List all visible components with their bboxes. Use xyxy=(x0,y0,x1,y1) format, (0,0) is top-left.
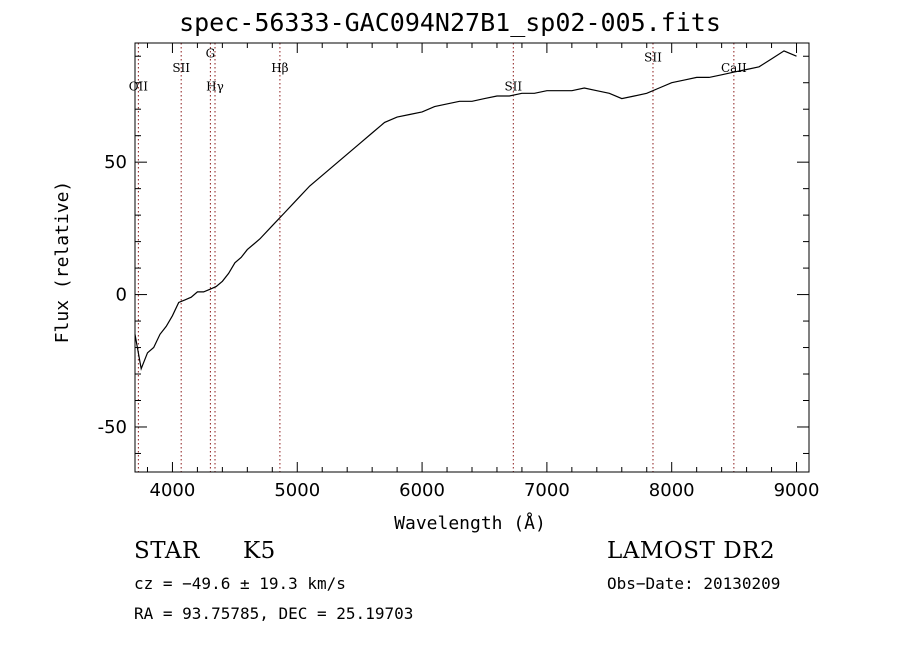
y-tick-label-1: 0 xyxy=(116,285,127,306)
x-tick-label-4: 8000 xyxy=(649,480,695,501)
x-tick-label-0: 4000 xyxy=(150,480,196,501)
feature-label-5: SII xyxy=(504,80,522,94)
plot-frame xyxy=(134,42,810,473)
object-class: STAR xyxy=(134,538,200,564)
feature-label-1: SII xyxy=(172,61,190,75)
feature-lines: OII SII G Hγ Hβ SII SII CaII xyxy=(129,43,747,472)
x-tick-label-3: 7000 xyxy=(524,480,570,501)
feature-label-3: Hγ xyxy=(206,80,224,94)
survey-name: LAMOST DR2 xyxy=(607,538,776,564)
axis-ticks xyxy=(135,43,809,472)
feature-label-4: Hβ xyxy=(271,61,288,75)
sky-coordinates: RA = 93.75785, DEC = 25.19703 xyxy=(134,604,414,623)
observation-date: Obs−Date: 20130209 xyxy=(607,574,781,593)
x-axis-label: Wavelength (Å) xyxy=(394,512,546,534)
spectrum-series xyxy=(134,50,797,371)
y-tick-label-2: 50 xyxy=(104,152,127,173)
x-tick-label-1: 5000 xyxy=(274,480,320,501)
axis-tick-labels: 4000 5000 6000 7000 8000 9000 -50 0 50 xyxy=(98,152,820,501)
spectrum-line-0 xyxy=(134,50,797,371)
feature-label-2: G xyxy=(206,47,216,61)
feature-label-0: OII xyxy=(129,80,149,94)
feature-label-6: SII xyxy=(644,51,662,65)
x-tick-label-2: 6000 xyxy=(399,480,445,501)
object-subclass: K5 xyxy=(243,538,276,564)
y-tick-label-0: -50 xyxy=(98,417,127,438)
chart-title: spec-56333-GAC094N27B1_sp02-005.fits xyxy=(179,8,721,37)
feature-label-7: CaII xyxy=(721,61,747,75)
x-tick-label-5: 9000 xyxy=(774,480,820,501)
y-axis-label: Flux (relative) xyxy=(52,181,73,344)
redshift-velocity: cz = −49.6 ± 19.3 km/s xyxy=(134,574,346,593)
